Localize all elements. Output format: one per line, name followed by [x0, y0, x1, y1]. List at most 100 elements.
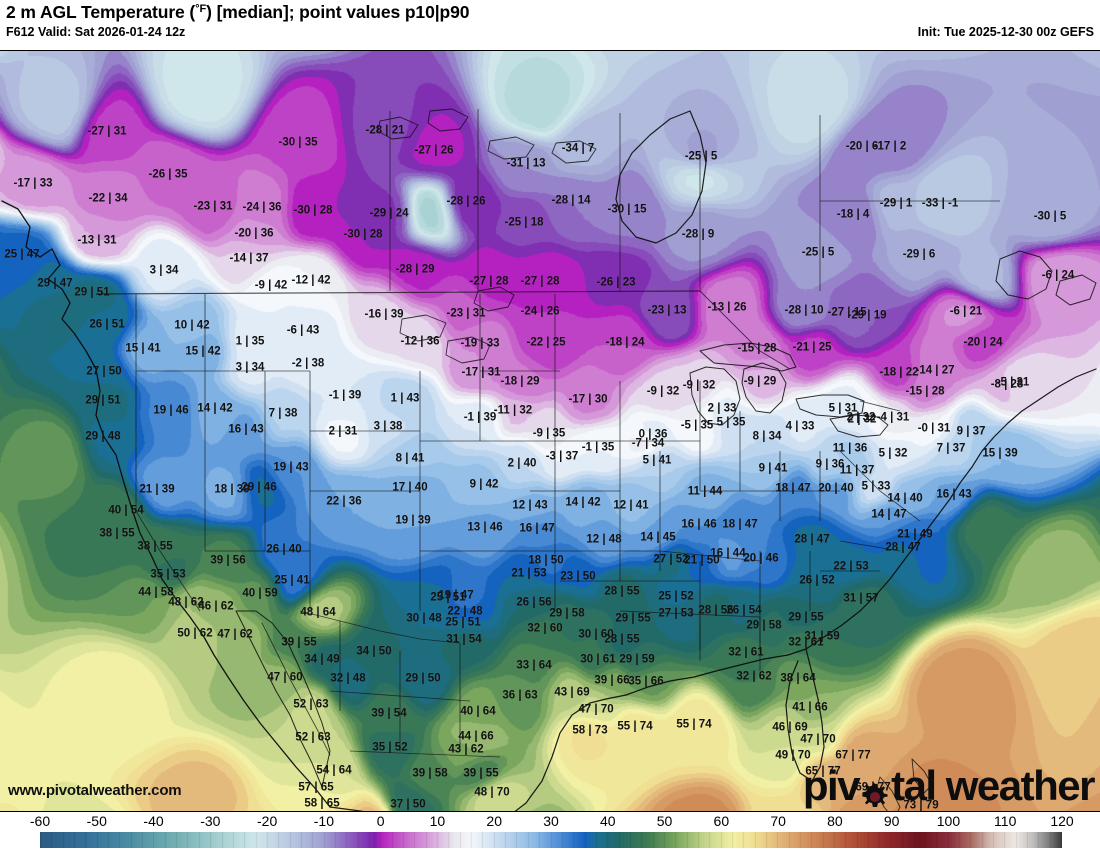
- point-value-label: 32 | 61: [788, 636, 824, 649]
- point-value-label: 29 | 58: [746, 619, 782, 632]
- point-value-label: 9 | 36: [815, 458, 845, 471]
- point-value-label: 16 | 46: [681, 518, 717, 531]
- point-value-label: 9 | 41: [758, 462, 788, 475]
- point-value-label: 11 | 44: [687, 485, 723, 498]
- point-value-label: 4 | 33: [785, 420, 815, 433]
- point-value-label: 23 | 50: [560, 570, 596, 583]
- weather-map[interactable]: -17 | 33 -27 | 31 -22 | 34 -26 | 35 -13 | 31…: [0, 50, 1100, 812]
- colorbar-tick: -60: [29, 813, 51, 829]
- colorbar-tick: 50: [656, 813, 673, 829]
- point-value-label: -22 | 25: [526, 336, 566, 349]
- point-value-label: 35 | 52: [372, 741, 408, 754]
- point-value-label: -30 | 28: [343, 228, 383, 241]
- colorbar-tick: 40: [599, 813, 616, 829]
- point-value-label: -30 | 5: [1033, 210, 1067, 223]
- colorbar-tick: 30: [543, 813, 559, 829]
- point-value-label: 39 | 66: [594, 674, 630, 687]
- point-value-label: 55 | 74: [676, 718, 712, 731]
- point-value-label: -30 | 15: [607, 203, 647, 216]
- point-value-label: 1 | 35: [235, 335, 265, 348]
- point-value-label: -6 | 24: [1041, 269, 1075, 282]
- colorbar-tick: 80: [827, 813, 843, 829]
- point-value-label: 29 | 55: [788, 611, 824, 624]
- colorbar-tick: 110: [994, 813, 1017, 829]
- point-value-label: 33 | 64: [516, 659, 552, 672]
- brand-text-left: piv: [802, 762, 861, 809]
- point-value-label: 3 | 34: [149, 264, 179, 277]
- point-value-label: -1 | 39: [463, 411, 497, 424]
- point-value-label: 57 | 65: [298, 781, 334, 794]
- point-value-label: 47 | 60: [267, 671, 303, 684]
- point-value-label: -26 | 23: [596, 276, 636, 289]
- point-value-label: 26 | 51: [89, 318, 125, 331]
- title-text: 2 m AGL Temperature (: [6, 2, 196, 22]
- point-value-label: -25 | 18: [504, 216, 544, 229]
- point-value-label: -19 | 33: [460, 337, 500, 350]
- point-value-label: -21 | 25: [792, 341, 832, 354]
- point-value-label: 28 | 55: [604, 585, 640, 598]
- point-value-label: 2 | 32: [846, 411, 876, 424]
- gear-icon: [860, 777, 890, 807]
- point-value-label: 25 | 51: [445, 616, 481, 629]
- point-value-label: 18 | 50: [528, 554, 564, 567]
- point-value-label: 22 | 53: [833, 560, 869, 573]
- point-value-label: -30 | 28: [293, 204, 333, 217]
- point-value-label: 36 | 63: [502, 689, 538, 702]
- point-value-label: -29 | 1: [879, 197, 913, 210]
- point-value-label: 29 | 58: [549, 607, 585, 620]
- point-value-label: -28 | 9: [681, 228, 715, 241]
- point-value-label: 11 | 36: [832, 442, 868, 455]
- point-value-label: -27 | 26: [414, 144, 454, 157]
- point-value-label: 46 | 69: [772, 721, 808, 734]
- point-value-label: -9 | 29: [743, 375, 777, 388]
- point-value-label: -15 | 28: [737, 342, 777, 355]
- point-value-label: 39 | 55: [463, 767, 499, 780]
- point-value-label: -26 | 35: [148, 168, 188, 181]
- colorbar-tick: 20: [486, 813, 503, 829]
- point-value-label: -23 | 31: [193, 200, 233, 213]
- point-value-label: 15 | 42: [185, 345, 221, 358]
- point-value-label: 52 | 63: [295, 731, 331, 744]
- point-value-label: 9 | 37: [956, 425, 986, 438]
- point-value-label: 26 | 52: [799, 574, 835, 587]
- point-value-label: 28 | 47: [794, 533, 830, 546]
- point-value-label: -5 | 35: [680, 419, 714, 432]
- point-value-label: -28 | 10: [784, 304, 824, 317]
- point-value-label: 21 | 50: [684, 554, 720, 567]
- point-value-label: 12 | 43: [512, 499, 548, 512]
- point-value-label: -6 | 43: [286, 324, 320, 337]
- point-value-label: 30 | 48: [406, 612, 442, 625]
- point-value-label: -24 | 26: [520, 305, 560, 318]
- point-value-label: -18 | 29: [500, 375, 540, 388]
- point-value-label: 27 | 50: [86, 365, 122, 378]
- point-value-label: 29 | 55: [615, 612, 651, 625]
- point-value-label: 19 | 43: [273, 461, 309, 474]
- point-value-label: 0 | 36: [638, 428, 668, 441]
- point-value-label: 32 | 60: [527, 622, 563, 635]
- point-value-label: 47 | 70: [800, 733, 836, 746]
- colorbar-tick: 70: [770, 813, 786, 829]
- point-value-label: 7 | 37: [936, 442, 966, 455]
- point-value-label: -27 | 15: [827, 306, 867, 319]
- point-value-label: 20 | 40: [818, 482, 854, 495]
- point-value-label: 8 | 34: [752, 430, 782, 443]
- point-value-label: 14 | 42: [197, 402, 233, 415]
- title-rest: ) [median]; point values p10|p90: [206, 2, 470, 22]
- colorbar-tick: -10: [313, 813, 334, 829]
- valid-time-label: F612 Valid: Sat 2026-01-24 12z: [6, 25, 186, 39]
- point-value-label: -29 | 24: [369, 207, 409, 220]
- point-value-label: -25 | 5: [801, 246, 835, 259]
- point-value-label: 14 | 40: [887, 492, 923, 505]
- colorbar-tick: -40: [143, 813, 164, 829]
- point-value-label: -11 | 32: [493, 404, 533, 417]
- point-value-label: -29 | 19: [847, 309, 887, 322]
- watermark-url: www.pivotalweather.com: [8, 782, 182, 799]
- point-value-label: 2 | 31: [328, 425, 358, 438]
- point-value-label: -27 | 28: [520, 275, 560, 288]
- point-value-label: 7 | 38: [268, 407, 298, 420]
- point-value-label: -20 | 6: [845, 140, 879, 153]
- colorbar-tick: 0: [376, 813, 385, 829]
- point-value-label: 25 | 47: [4, 248, 40, 261]
- point-value-label: -22 | 34: [88, 192, 128, 205]
- point-value-label: 28 | 56: [698, 604, 734, 617]
